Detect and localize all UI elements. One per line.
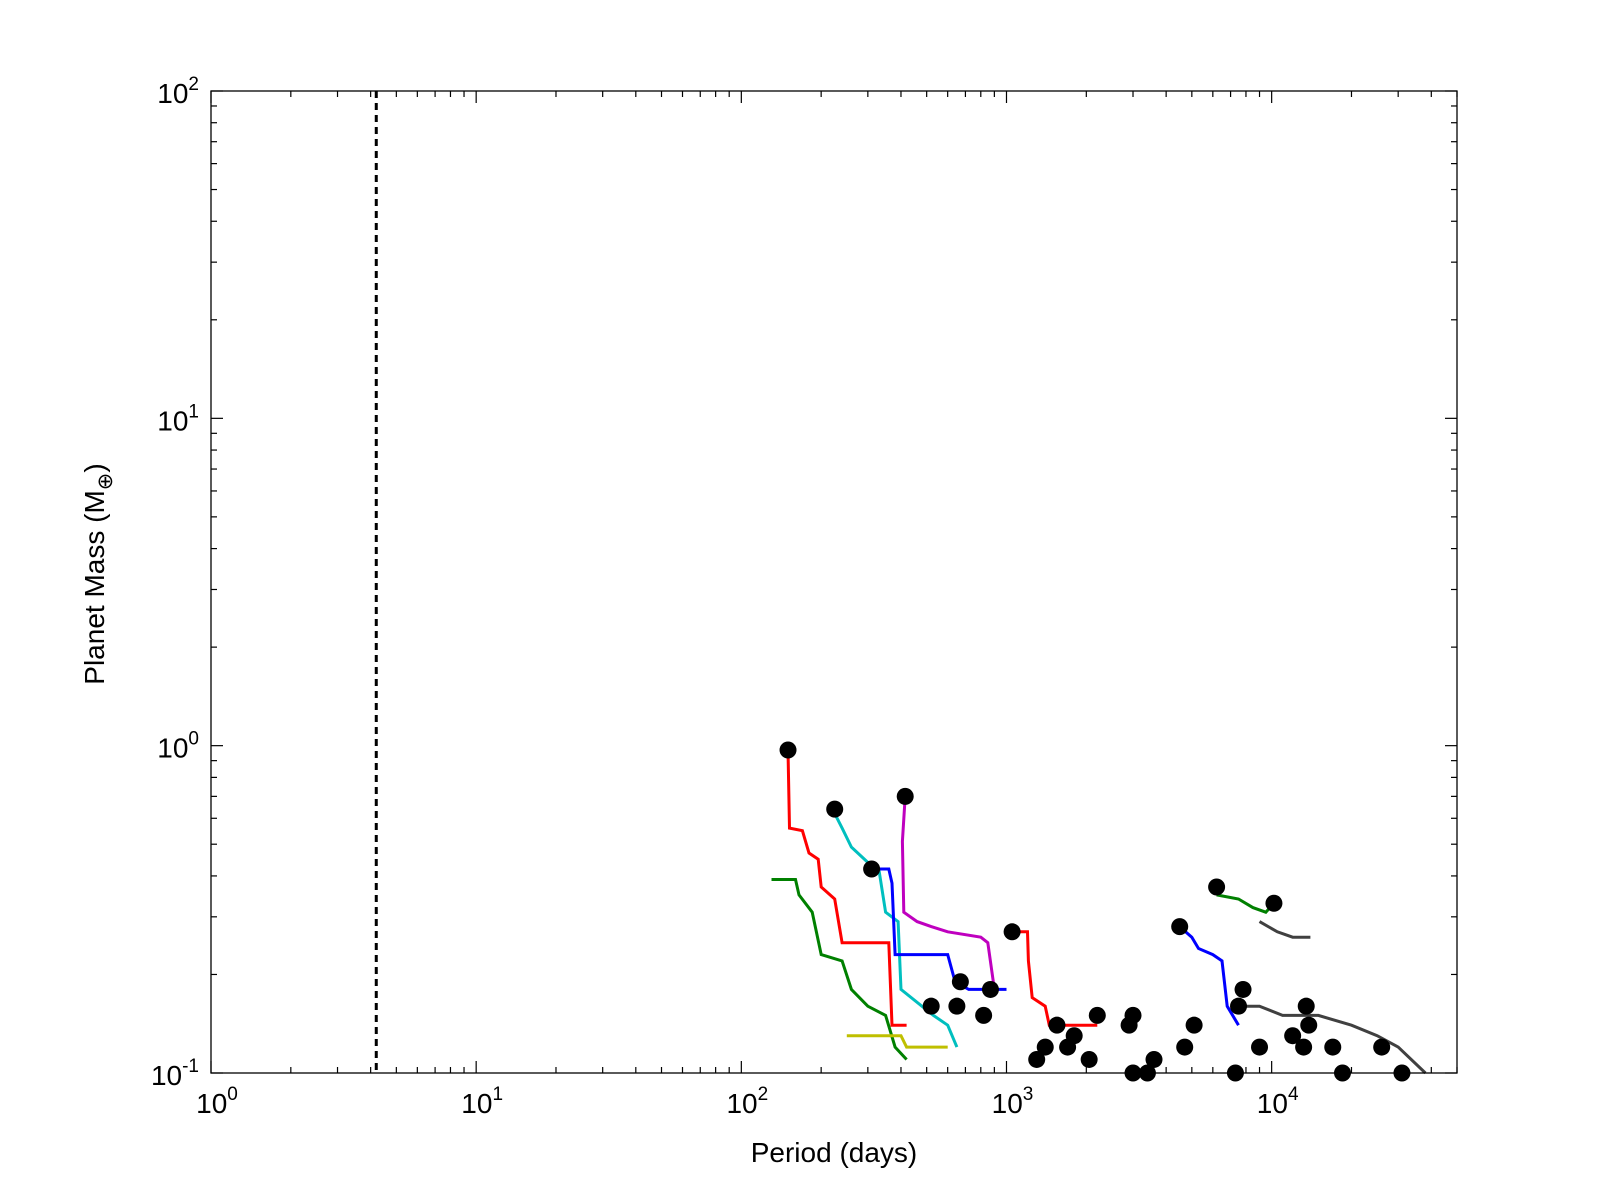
data-marker-12: [981, 980, 999, 998]
data-marker-6: [1171, 918, 1189, 936]
axis-ticks: [210, 90, 1458, 1074]
x-tick-label: 103: [992, 1084, 1034, 1119]
data-marker-10: [948, 997, 966, 1015]
y-tick-label: 101: [157, 401, 199, 436]
series-line-5: [871, 867, 1007, 991]
series-line-4: [900, 796, 996, 990]
series-line-11: [1230, 1004, 1427, 1075]
series-line-9: [1258, 920, 1311, 939]
data-marker-14: [1048, 1016, 1066, 1034]
x-tick-label: 100: [196, 1084, 238, 1119]
data-marker-21: [1297, 997, 1315, 1015]
data-marker-15: [1088, 1006, 1106, 1024]
series-line-1: [786, 749, 907, 1027]
x-tick-label: 102: [726, 1084, 768, 1119]
data-marker-25: [1065, 1027, 1083, 1045]
y-axis-title-subscript: ⊕: [94, 473, 117, 491]
data-marker-9: [922, 997, 940, 1015]
data-marker-17: [1120, 1016, 1138, 1034]
data-marker-13: [975, 1006, 993, 1024]
data-marker-18: [1185, 1016, 1203, 1034]
series-line-2: [771, 878, 908, 1061]
data-marker-7: [1208, 878, 1226, 896]
data-marker-32: [1295, 1038, 1313, 1056]
data-marker-4: [863, 860, 881, 878]
x-tick-label: 104: [1257, 1084, 1299, 1119]
y-tick-label: 10-1: [151, 1056, 199, 1091]
data-marker-28: [1145, 1050, 1163, 1068]
data-marker-29: [1176, 1038, 1194, 1056]
series-line-3: [833, 812, 959, 1048]
y-tick-label: 100: [157, 729, 199, 764]
x-tick-label: 101: [461, 1084, 503, 1119]
data-marker-23: [1036, 1038, 1054, 1056]
y-tick-label: 102: [157, 74, 199, 109]
series-line-7: [1178, 925, 1240, 1026]
data-marker-3: [896, 787, 914, 805]
plot-area: [374, 91, 1427, 1082]
data-marker-19: [1234, 980, 1252, 998]
data-marker-22: [1300, 1016, 1318, 1034]
data-marker-27: [1080, 1050, 1098, 1068]
y-axis-title: Planet Mass (M⊕): [79, 463, 117, 684]
data-marker-31: [1284, 1027, 1302, 1045]
data-marker-33: [1324, 1038, 1342, 1056]
data-marker-1: [779, 741, 797, 759]
data-marker-8: [1265, 894, 1283, 912]
data-marker-26: [1028, 1050, 1046, 1068]
data-marker-30: [1251, 1038, 1269, 1056]
axes-frame: [210, 90, 1458, 1074]
y-axis-title-text: Planet Mass (M: [79, 490, 110, 685]
series-line-10: [846, 1034, 948, 1049]
data-marker-11: [951, 973, 969, 991]
data-marker-5: [1003, 923, 1021, 941]
x-axis-title: Period (days): [751, 1137, 918, 1168]
data-marker-34: [1373, 1038, 1391, 1056]
y-axis-title-close: ): [79, 463, 110, 472]
data-marker-2: [826, 800, 844, 818]
data-marker-20: [1230, 997, 1248, 1015]
